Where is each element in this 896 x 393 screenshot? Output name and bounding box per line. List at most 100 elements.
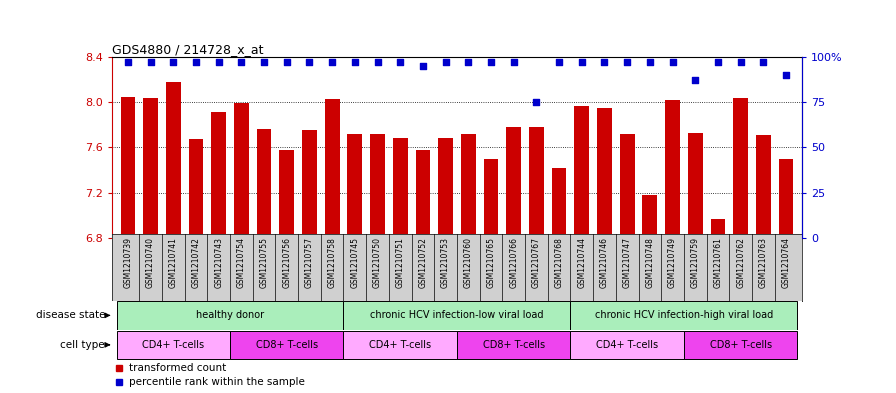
Text: GSM1210755: GSM1210755 [260, 237, 269, 288]
Text: GSM1210765: GSM1210765 [487, 237, 495, 288]
Bar [188, 140, 203, 238]
Text: GSM1210762: GSM1210762 [737, 237, 745, 288]
Bar [529, 127, 544, 238]
Bar [120, 97, 135, 238]
Point [779, 72, 793, 78]
Point [506, 59, 521, 66]
Bar [143, 98, 158, 238]
Point [688, 77, 702, 84]
Bar [574, 106, 590, 238]
Text: GSM1210763: GSM1210763 [759, 237, 768, 288]
Text: GSM1210761: GSM1210761 [713, 237, 722, 288]
Point [370, 59, 384, 66]
Bar [571, 301, 797, 329]
Text: healthy donor: healthy donor [196, 310, 264, 320]
Point [189, 59, 203, 66]
Bar [665, 100, 680, 238]
Bar [211, 112, 226, 238]
Point [166, 59, 180, 66]
Bar [116, 301, 343, 329]
Point [574, 59, 589, 66]
Bar [416, 150, 430, 238]
Point [393, 59, 408, 66]
Text: CD8+ T-cells: CD8+ T-cells [483, 340, 545, 350]
Text: CD8+ T-cells: CD8+ T-cells [255, 340, 318, 350]
Bar [571, 331, 684, 359]
Text: disease state: disease state [36, 310, 105, 320]
Text: GSM1210754: GSM1210754 [237, 237, 246, 288]
Text: GSM1210744: GSM1210744 [577, 237, 586, 288]
Point [666, 59, 680, 66]
Bar [779, 159, 794, 238]
Bar [461, 134, 476, 238]
Text: cell type: cell type [60, 340, 105, 350]
Text: GSM1210753: GSM1210753 [441, 237, 450, 288]
Bar [756, 135, 771, 238]
Text: CD8+ T-cells: CD8+ T-cells [710, 340, 771, 350]
Bar [256, 129, 271, 238]
Bar [484, 159, 498, 238]
Text: GSM1210743: GSM1210743 [214, 237, 223, 288]
Text: CD4+ T-cells: CD4+ T-cells [142, 340, 204, 350]
Text: GSM1210752: GSM1210752 [418, 237, 427, 288]
Point [734, 59, 748, 66]
Text: CD4+ T-cells: CD4+ T-cells [369, 340, 431, 350]
Text: transformed count: transformed count [129, 364, 227, 373]
Bar [348, 134, 362, 238]
Bar [324, 99, 340, 238]
Point [302, 59, 316, 66]
Bar [302, 130, 317, 238]
Bar [343, 331, 457, 359]
Text: GSM1210749: GSM1210749 [668, 237, 677, 288]
Text: GSM1210740: GSM1210740 [146, 237, 155, 288]
Point [211, 59, 226, 66]
Text: chronic HCV infection-high viral load: chronic HCV infection-high viral load [595, 310, 773, 320]
Text: GSM1210760: GSM1210760 [464, 237, 473, 288]
Point [143, 59, 158, 66]
Bar [457, 331, 571, 359]
Bar [597, 108, 612, 238]
Point [325, 59, 340, 66]
Bar [642, 195, 658, 238]
Bar [688, 133, 702, 238]
Point [711, 59, 725, 66]
Text: chronic HCV infection-low viral load: chronic HCV infection-low viral load [370, 310, 544, 320]
Bar [116, 331, 230, 359]
Bar [620, 134, 634, 238]
Point [461, 59, 476, 66]
Bar [552, 168, 566, 238]
Text: GSM1210764: GSM1210764 [781, 237, 790, 288]
Point [484, 59, 498, 66]
Point [257, 59, 271, 66]
Text: GSM1210751: GSM1210751 [396, 237, 405, 288]
Text: GSM1210758: GSM1210758 [328, 237, 337, 288]
Text: GDS4880 / 214728_x_at: GDS4880 / 214728_x_at [112, 43, 263, 56]
Point [642, 59, 657, 66]
Text: GSM1210745: GSM1210745 [350, 237, 359, 288]
Point [234, 59, 248, 66]
Point [348, 59, 362, 66]
Text: GSM1210741: GSM1210741 [168, 237, 177, 288]
Text: GSM1210750: GSM1210750 [373, 237, 382, 288]
Bar [733, 98, 748, 238]
Text: GSM1210768: GSM1210768 [555, 237, 564, 288]
Bar [230, 331, 343, 359]
Text: GSM1210746: GSM1210746 [600, 237, 609, 288]
Bar [684, 331, 797, 359]
Bar [711, 219, 726, 238]
Text: percentile rank within the sample: percentile rank within the sample [129, 377, 306, 387]
Point [756, 59, 771, 66]
Point [552, 59, 566, 66]
Text: GSM1210739: GSM1210739 [124, 237, 133, 288]
Point [438, 59, 452, 66]
Bar [280, 150, 294, 238]
Text: GSM1210757: GSM1210757 [305, 237, 314, 288]
Point [620, 59, 634, 66]
Point [416, 63, 430, 69]
Bar [234, 103, 249, 238]
Text: GSM1210767: GSM1210767 [532, 237, 541, 288]
Bar [438, 138, 453, 238]
Text: GSM1210759: GSM1210759 [691, 237, 700, 288]
Point [598, 59, 612, 66]
Bar [166, 82, 181, 238]
